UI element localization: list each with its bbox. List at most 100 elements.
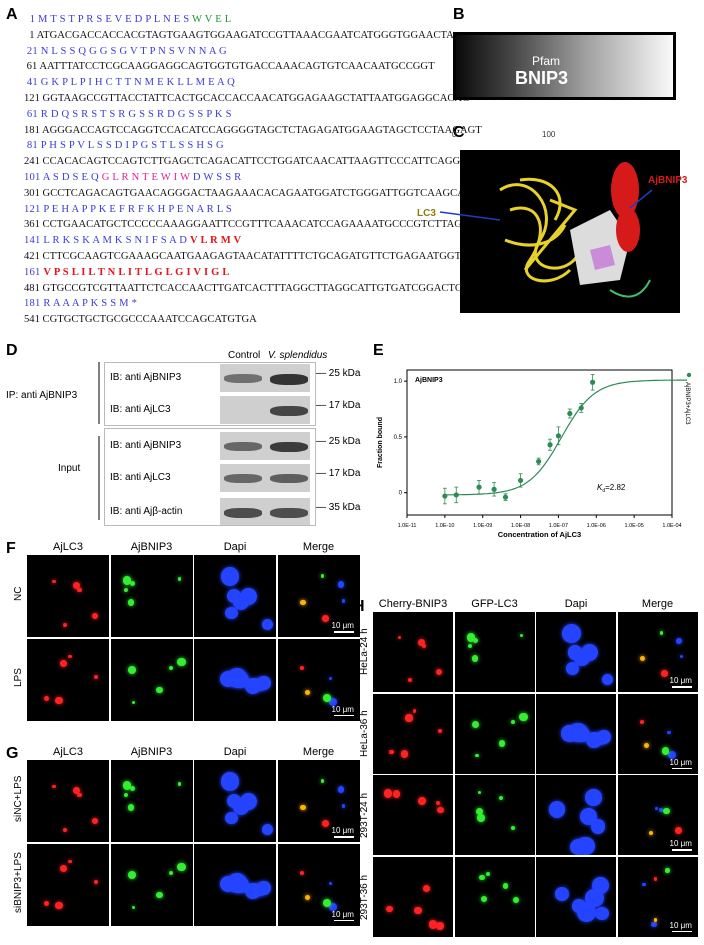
data-point: [476, 484, 482, 490]
cell-signal: [261, 824, 273, 836]
sequence-panel: 1 M T S T P R S E V E D P L N E S W V E …: [24, 12, 482, 328]
cell-signal: [300, 666, 304, 670]
tick-100: 100: [542, 130, 556, 139]
x-axis-label: Concentration of AjLC3: [498, 530, 581, 539]
scale-label: 10 μm: [669, 757, 692, 767]
micrograph-tile: [27, 760, 109, 842]
kda-marker: — 25 kDa: [316, 436, 361, 447]
cell-signal: [227, 794, 242, 809]
cell-signal: [475, 753, 479, 758]
col-vs: V. splendidus: [268, 350, 328, 361]
aa-sequence-line: 81 P H S P V L S S D I P G S T L S S H S…: [24, 138, 354, 154]
cell-signal: [63, 622, 68, 627]
column-header: AjBNIP3: [130, 746, 173, 758]
column-header: Dapi: [564, 598, 588, 610]
sequence-text: CCACACAGTCCAGTCTTGAGCTCAGACATTCCTGGATCAA…: [42, 156, 467, 168]
column-header: GFP-LC3: [471, 598, 518, 610]
column-header: Cherry-BNIP3: [378, 598, 448, 610]
sequence-text: M T S T P R S E V E D P L N E S: [38, 14, 193, 25]
micrograph-tile: [194, 638, 276, 721]
fit-curve: [444, 379, 688, 496]
cell-signal: [320, 574, 325, 579]
cell-signal: [219, 671, 237, 688]
cell-signal: [639, 655, 646, 662]
sequence-text: R D Q S R S T S R G S S R D G S S P K S: [40, 108, 232, 120]
cell-signal: [511, 826, 515, 830]
cell-signal: [642, 882, 646, 887]
column-header: Merge: [302, 746, 335, 758]
cell-signal: [561, 725, 578, 742]
sequence-number: 121: [24, 203, 44, 215]
data-point: [536, 458, 542, 465]
scale-label: 10 μm: [669, 839, 692, 848]
col-control: Control: [228, 350, 261, 361]
cell-signal: [667, 750, 676, 760]
cell-signal: [178, 577, 182, 581]
ib-box: [104, 428, 316, 526]
cell-signal: [654, 806, 659, 811]
kda-marker: — 25 kDa: [316, 368, 361, 379]
data-point: [567, 410, 573, 417]
micrograph-tile: 10 μm: [277, 638, 360, 721]
cell-signal: [639, 720, 644, 725]
aa-sequence-line: 161 V P S L I L T N L I T L G L G I V I …: [24, 265, 354, 281]
cell-signal: [94, 880, 99, 885]
blot-band: [270, 374, 308, 385]
sequence-number: 81: [24, 140, 41, 152]
micrograph-tile: 10 μm: [277, 555, 360, 637]
cell-signal: [77, 587, 82, 593]
y-axis-label: Fraction bound: [377, 417, 384, 468]
cell-signal: [471, 655, 479, 662]
micrograph-tile: 10 μm: [277, 760, 360, 842]
micrograph-tile: [536, 693, 616, 774]
column-header: Dapi: [223, 541, 247, 553]
cell-signal: [667, 730, 671, 735]
micrograph-tile: [194, 760, 276, 842]
scale-label: 10 μm: [331, 826, 354, 835]
blot-band: [270, 474, 308, 484]
micrograph-tile: 10 μm: [617, 856, 698, 937]
cell-signal: [428, 920, 438, 929]
data-point: [517, 477, 524, 484]
cell-signal: [421, 643, 427, 649]
sequence-number: 141: [24, 235, 44, 247]
motif-tm: V P S L I L T N L I T L G L G I V I G L: [43, 266, 230, 278]
row-header: siBNIP3+LPS: [13, 852, 24, 914]
input-label: Input: [58, 463, 81, 474]
data-point: [502, 494, 509, 500]
cell-signal: [55, 901, 63, 910]
cell-signal: [221, 567, 240, 586]
cell-signal: [601, 674, 613, 686]
sequence-number: 181: [24, 298, 44, 310]
cell-signal: [322, 693, 331, 702]
sequence-number: 21: [24, 45, 41, 57]
column-header: AjLC3: [53, 746, 83, 758]
cell-signal: [436, 922, 444, 930]
cell-signal: [233, 672, 249, 688]
cell-signal: [322, 898, 331, 907]
scale-bar: [671, 849, 692, 851]
row-header: siNC+LPS: [13, 775, 24, 822]
label-lc3: LC3: [417, 208, 436, 219]
cell-signal: [92, 613, 98, 620]
cell-signal: [341, 804, 346, 808]
cell-signal: [502, 883, 509, 889]
nt-sequence-line: 61 AATTTATCCTCGCAAGGAGGCAGTGGTGTGACCAAAC…: [24, 59, 435, 75]
cell-signal: [177, 862, 186, 872]
cell-signal: [337, 581, 345, 588]
cell-signal: [60, 864, 68, 873]
y-tick-label: 0.5: [394, 435, 403, 441]
nt-sequence-line: 541 CGTGCTGCTGCGCCCAAATCCAGCATGTGA: [24, 312, 354, 328]
cell-signal: [321, 819, 329, 827]
cell-signal: [511, 719, 516, 724]
cell-signal: [328, 881, 333, 886]
micrograph-tile: [373, 775, 453, 855]
aa-sequence-line: 141 L R K S K A M K S N I F S A D V L R …: [24, 233, 354, 249]
cell-signal: [653, 877, 658, 881]
cell-signal: [579, 807, 597, 825]
cell-signal: [574, 726, 590, 743]
micrograph-tile: [110, 555, 193, 637]
cell-signal: [400, 750, 409, 758]
nt-sequence-line: 181 AGGGACCAGTCCAGGTCCACATCCAGGGGTAGCTCT…: [24, 123, 482, 139]
lc3-ribbon: [499, 177, 582, 283]
